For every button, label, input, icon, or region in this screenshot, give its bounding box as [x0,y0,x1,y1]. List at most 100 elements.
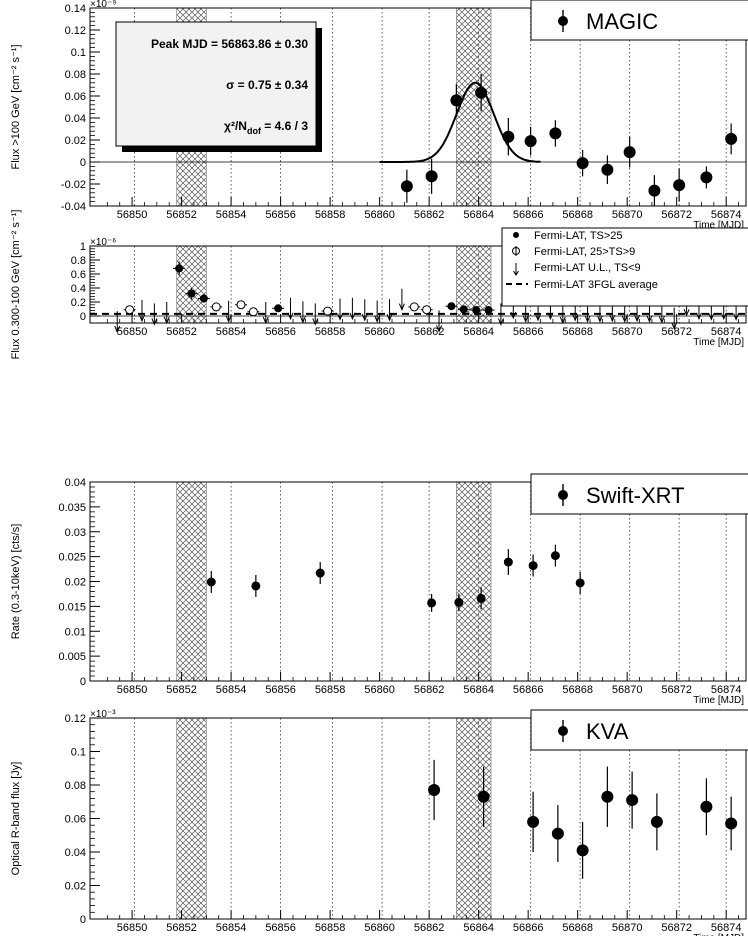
upper-limit-arrowhead [547,312,554,321]
y-tick-label: 0.08 [65,69,86,81]
y-tick-label: 0.04 [65,113,86,125]
x-tick-label: 56874 [711,922,742,934]
fit-sigma-text: σ = 0.75 ± 0.34 [226,78,308,92]
upper-limit-arrowhead [683,309,690,317]
y-tick-label: 0.06 [65,91,86,103]
upper-limit-arrowhead [584,315,591,323]
upper-limit-arrowhead [312,318,319,326]
hatched-band [176,717,207,920]
y-tick-label: -0.02 [61,179,86,191]
y-tick-label: 0 [80,914,86,926]
x-tick-label: 56872 [661,209,692,221]
x-tick-label: 56850 [117,326,148,338]
upper-limit-arrowhead [436,325,443,333]
chi2-subscript: dof [247,126,262,136]
x-axis-label: Time [MJD] [693,220,744,231]
y-tick-label: 0.8 [71,255,86,267]
data-point [206,577,216,587]
panel-magic: -0.04 -0.02 0 0.02 0.04 0.06 0.08 0.1 0.12 0.14 56… [10,0,748,231]
y-axis-label: Rate (0.3-10keV) [cts/s] [10,524,22,640]
upper-limit-arrowhead [733,313,740,321]
data-point [527,815,540,828]
data-point [626,794,639,807]
x-tick-label: 56856 [265,326,296,338]
data-point [454,597,464,607]
y-tick-label: -0.04 [61,201,86,213]
x-tick-label: 56872 [661,326,692,338]
upper-limit-arrowhead [225,315,232,323]
data-point [425,170,438,183]
plot-frame [89,7,747,207]
y-tick-label: 0.2 [71,297,86,309]
x-tick-label: 56864 [463,326,494,338]
y-tick-label: 1 [80,241,86,253]
y-exponent-label: ×10⁻⁶ [90,237,116,248]
upper-limit-arrowhead [720,312,727,321]
data-point [549,127,562,140]
data-point [476,593,486,603]
x-tick-label: 56874 [711,326,742,338]
data-point [251,581,261,591]
x-tick-label: 56856 [265,209,296,221]
x-tick-label: 56862 [414,922,445,934]
data-point [700,800,713,813]
y-tick-label: 0.12 [65,25,86,37]
x-tick-label: 56872 [661,684,692,696]
upper-limit-arrowhead [151,318,158,326]
data-point [484,306,493,315]
panel-kva: 0 0.02 0.04 0.06 0.08 0.1 0.12 56850 56852 56854 5… [10,709,748,936]
y-axis-label: Optical R-band flux [Jy] [10,762,22,876]
x-tick-label: 56874 [711,684,742,696]
x-tick-label: 56866 [513,209,544,221]
legend-label: MAGIC [586,9,658,34]
x-tick-label: 56862 [414,209,445,221]
legend-marker [558,726,568,736]
x-tick-label: 56858 [315,684,346,696]
y-tick-label: 0.015 [58,601,86,613]
fit-box [115,21,317,147]
upper-limit-arrowhead [337,313,343,321]
data-point [236,300,246,310]
y-axis-label: Flux 0.300-100 GeV [cm⁻² s⁻¹] [10,210,22,360]
legend-label: Fermi-LAT U.L., TS<9 [534,262,641,274]
y-tick-label: 0 [80,157,86,169]
legend-box [501,227,748,307]
x-tick-label: 56870 [612,326,643,338]
data-point [576,844,589,857]
hatched-band [456,7,492,207]
upper-limit-arrowhead [386,314,393,322]
upper-limit-arrowhead [708,313,715,321]
legend-marker [558,16,568,26]
x-tick-label: 56870 [612,922,643,934]
data-point [248,307,258,317]
upper-limit-arrowhead [696,312,702,321]
upper-limit-arrowhead [609,314,616,323]
fit-peak-text: Peak MJD = 56863.86 ± 0.30 [151,37,308,51]
upper-limit-arrowhead [510,311,517,320]
y-tick-label: 0.04 [65,847,86,859]
data-point [409,302,419,312]
data-point [673,179,686,192]
data-point [524,135,537,148]
x-tick-label: 56854 [216,922,247,934]
upper-limit-arrowhead [163,316,170,325]
y-axis-label: Flux >100 GeV [cm⁻² s⁻¹] [10,44,22,169]
x-tick-label: 56852 [166,209,197,221]
gaussian-fit-curve [379,81,541,163]
y-tick-label: 0.03 [65,527,86,539]
y-tick-label: 0.005 [58,651,86,663]
y-tick-label: 0.02 [65,135,86,147]
y-tick-label: 0.02 [65,881,86,893]
x-tick-label: 56870 [612,209,643,221]
x-tick-label: 56872 [661,922,692,934]
x-tick-label: 56856 [265,684,296,696]
legend-label: Fermi-LAT 3FGL average [534,279,658,291]
legend-label: Fermi-LAT, 25>TS>9 [534,246,635,258]
data-point [315,568,325,578]
upper-limit-arrowhead [497,318,504,326]
x-tick-label: 56850 [117,209,148,221]
y-tick-label: 0 [80,676,86,688]
data-point [187,289,196,298]
chi2-value: = 4.6 / 3 [261,119,308,133]
x-axis-label: Time [MJD] [693,933,744,936]
